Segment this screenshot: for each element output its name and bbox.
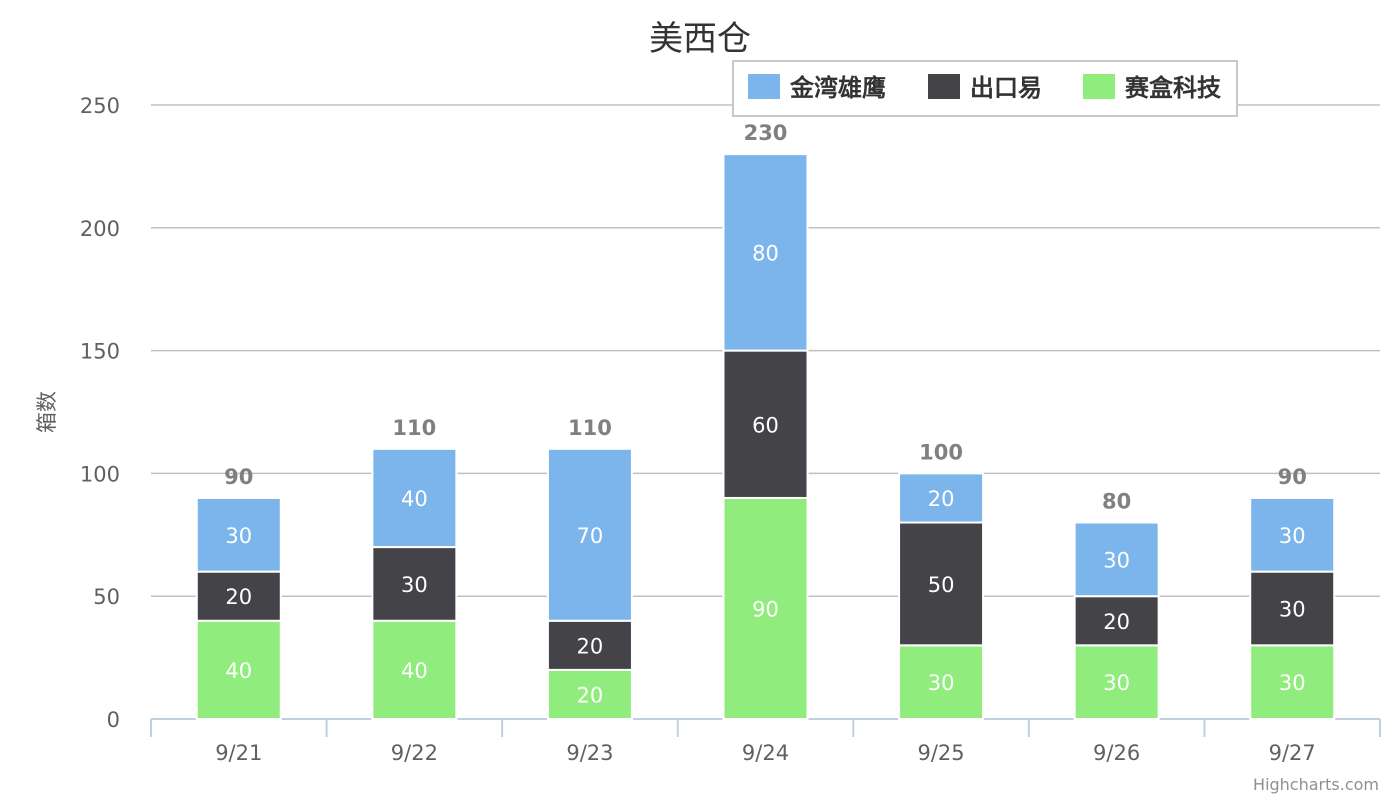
bar-segment[interactable] xyxy=(195,619,282,721)
y-tick-label: 200 xyxy=(80,217,120,241)
bar-segment[interactable] xyxy=(1073,644,1160,721)
stack-total-label: 100 xyxy=(919,440,963,464)
data-label: 30 xyxy=(401,573,428,597)
chart-title: 美西仓 xyxy=(649,19,751,59)
data-label: 80 xyxy=(752,241,779,265)
credits-link[interactable]: Highcharts.com xyxy=(1253,775,1379,794)
legend-item-label[interactable]: 赛盒科技 xyxy=(1124,74,1222,102)
data-label: 50 xyxy=(928,573,955,597)
data-label: 30 xyxy=(1279,671,1306,695)
data-label: 90 xyxy=(752,597,779,621)
bar-segment[interactable] xyxy=(722,496,809,720)
data-label: 40 xyxy=(401,659,428,683)
bar-segment[interactable] xyxy=(722,153,809,352)
bar-segment[interactable] xyxy=(1073,521,1160,598)
bar-segment[interactable] xyxy=(1073,595,1160,647)
bar-segment[interactable] xyxy=(1249,570,1336,647)
data-label: 30 xyxy=(1103,671,1130,695)
bar-segment[interactable] xyxy=(546,447,633,622)
data-label: 70 xyxy=(577,524,604,548)
bar-segment[interactable] xyxy=(722,349,809,499)
data-label: 40 xyxy=(401,487,428,511)
data-label: 30 xyxy=(1279,597,1306,621)
data-label: 20 xyxy=(1103,610,1130,634)
y-tick-label: 150 xyxy=(80,340,120,364)
bar-segment[interactable] xyxy=(898,472,985,524)
data-label: 20 xyxy=(577,634,604,658)
bar-segment[interactable] xyxy=(546,619,633,671)
legend-swatch[interactable] xyxy=(1083,74,1115,99)
data-label: 20 xyxy=(928,487,955,511)
bar-segment[interactable] xyxy=(546,668,633,721)
bar-segment[interactable] xyxy=(371,619,458,721)
legend-swatch[interactable] xyxy=(928,74,960,99)
data-label: 20 xyxy=(225,585,252,609)
stack-total-label: 230 xyxy=(744,121,788,145)
x-tick-label: 9/26 xyxy=(1093,741,1140,765)
x-tick-label: 9/21 xyxy=(215,741,262,765)
legend-item-label[interactable]: 金湾雄鹰 xyxy=(789,74,886,102)
stack-total-label: 110 xyxy=(568,416,612,440)
data-label: 30 xyxy=(928,671,955,695)
legend-box xyxy=(732,60,1238,117)
y-tick-label: 100 xyxy=(80,462,120,486)
bar-segment[interactable] xyxy=(898,521,985,647)
stack-total-label: 80 xyxy=(1102,490,1131,514)
x-tick-label: 9/22 xyxy=(391,741,438,765)
x-tick-label: 9/23 xyxy=(566,741,613,765)
stack-total-label: 90 xyxy=(1278,465,1307,489)
stack-total-label: 90 xyxy=(224,465,253,489)
data-label: 30 xyxy=(225,524,252,548)
bar-segment[interactable] xyxy=(195,496,282,573)
y-tick-label: 250 xyxy=(80,94,120,118)
bar-segment[interactable] xyxy=(1249,644,1336,721)
bar-segment[interactable] xyxy=(371,447,458,549)
legend-item-label[interactable]: 出口易 xyxy=(970,74,1042,102)
bar-segment[interactable] xyxy=(371,546,458,622)
data-label: 30 xyxy=(1103,548,1130,572)
y-tick-label: 50 xyxy=(93,585,120,609)
bar-segment[interactable] xyxy=(195,570,282,622)
data-label: 40 xyxy=(225,659,252,683)
y-axis-label: 箱数 xyxy=(35,391,59,433)
x-tick-label: 9/24 xyxy=(742,741,789,765)
x-tick-label: 9/27 xyxy=(1269,741,1316,765)
stack-total-label: 110 xyxy=(392,416,436,440)
y-tick-label: 0 xyxy=(107,708,120,732)
data-label: 20 xyxy=(577,683,604,707)
data-label: 60 xyxy=(752,413,779,437)
x-tick-label: 9/25 xyxy=(917,741,964,765)
bar-segment[interactable] xyxy=(898,644,985,721)
legend-swatch[interactable] xyxy=(748,74,780,99)
bar-segment[interactable] xyxy=(1249,496,1336,573)
data-label: 30 xyxy=(1279,524,1306,548)
